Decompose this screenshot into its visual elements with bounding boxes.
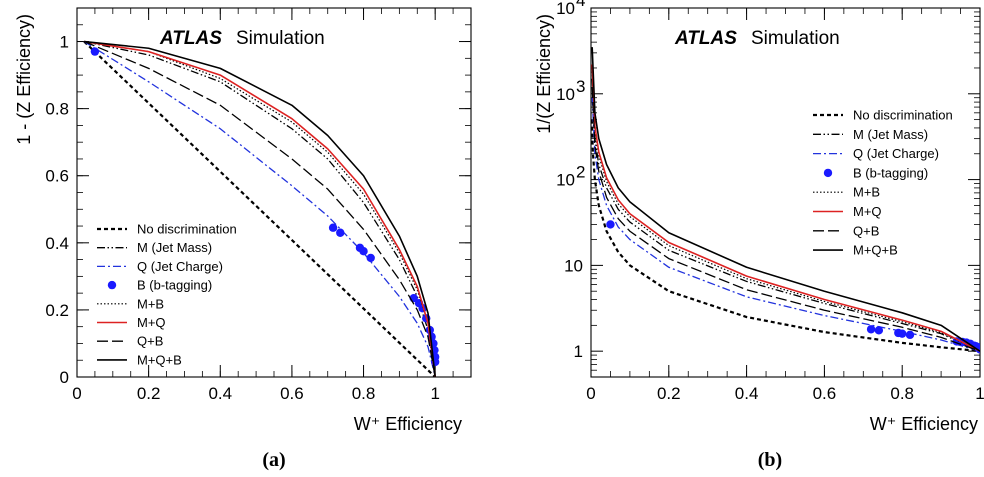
legend: No discrimination M (Jet Mass) Q (Jet Char… <box>813 108 953 258</box>
x-tick-label: 0.8 <box>352 384 376 403</box>
y-tick-exponent: 2 <box>576 163 585 182</box>
y-tick-label: 10 <box>556 0 575 18</box>
legend-label-qb: Q+B <box>137 334 163 349</box>
y-tick-label: 0.4 <box>45 234 69 253</box>
y-tick-label: 1 <box>60 33 69 52</box>
y-tick-exponent: 4 <box>576 0 585 10</box>
legend-label-b: B (b-tagging) <box>853 165 928 180</box>
atlas-simulation-label: Simulation <box>751 28 840 49</box>
x-tick-label: 0 <box>72 384 81 403</box>
x-tick-label: 0.2 <box>657 384 681 403</box>
legend-label-m: M (Jet Mass) <box>137 240 212 255</box>
series-b-marker <box>328 223 338 232</box>
series-none-line <box>591 119 980 353</box>
series-qb-line <box>83 40 436 377</box>
y-tick-label: 1 <box>574 342 583 361</box>
legend-label-q: Q (Jet Charge) <box>853 146 939 161</box>
x-tick-label: 0.2 <box>137 384 161 403</box>
series-group <box>83 40 440 377</box>
y-tick-label: 0.6 <box>45 167 69 186</box>
series-mb-line <box>591 67 980 352</box>
x-tick-label: 0.6 <box>280 384 304 403</box>
y-tick-label: 0 <box>60 368 69 387</box>
legend-label-mb: M+B <box>853 185 880 200</box>
series-b-marker <box>874 326 884 335</box>
series-b-marker <box>898 329 907 338</box>
y-tick-label: 10 <box>556 171 575 190</box>
legend-label-mqb: M+Q+B <box>137 352 182 367</box>
legend-label-q: Q (Jet Charge) <box>137 259 223 274</box>
x-tick-label: 1 <box>430 384 439 403</box>
y-tick-label: 10 <box>556 85 575 104</box>
series-m-line <box>84 40 436 377</box>
series-b-marker <box>905 330 915 340</box>
x-tick-label: 0.8 <box>890 384 914 403</box>
y-tick-label: 0.2 <box>45 301 69 320</box>
series-mqb-line <box>591 47 980 352</box>
y-axis-title: 1/(Z Efficiency) <box>534 14 554 134</box>
legend-marker-b <box>823 168 833 178</box>
series-mqb-line <box>84 40 436 377</box>
legend-label-m: M (Jet Mass) <box>853 127 928 142</box>
series-b-marker <box>359 247 368 256</box>
legend-label-none: No discrimination <box>853 108 953 123</box>
x-tick-label: 0 <box>586 384 595 403</box>
panel-a-chart: 0 0.2 0.4 0.6 0.8 1 0 0.2 0.4 0.6 0.8 1 No discrimin… <box>14 7 472 471</box>
legend-label-mb: M+B <box>137 296 164 311</box>
series-b-marker <box>366 253 375 263</box>
x-axis-title: W⁺ Efficiency <box>354 414 462 434</box>
legend-marker-b <box>107 280 117 290</box>
legend-label-none: No discrimination <box>137 222 237 237</box>
atlas-label: ATLAS <box>159 28 222 49</box>
series-q-line <box>83 40 436 377</box>
atlas-label: ATLAS <box>674 28 737 49</box>
x-tick-label: 0.4 <box>208 384 232 403</box>
x-tick-label: 0.4 <box>735 384 759 403</box>
series-mq-line <box>84 40 436 377</box>
plot-frame <box>590 7 981 378</box>
panel-label: (b) <box>758 449 782 471</box>
y-axis: 0 0.2 0.4 0.6 0.8 1 <box>45 7 471 387</box>
series-mq-line <box>591 64 980 352</box>
legend-label-mq: M+Q <box>137 315 166 330</box>
series-b-marker <box>866 325 876 334</box>
series-b-marker <box>90 47 100 56</box>
x-axis-title: W⁺ Efficiency <box>870 414 978 434</box>
legend-label-qb: Q+B <box>853 223 879 238</box>
legend-label-mqb: M+Q+B <box>853 243 898 258</box>
series-qb-line <box>591 86 980 352</box>
x-axis: 0 0.2 0.4 0.6 0.8 1 <box>586 8 984 403</box>
legend: No discrimination M (Jet Mass) Q (Jet Char… <box>97 222 237 367</box>
series-m-line <box>591 78 980 352</box>
x-tick-label: 0.6 <box>813 384 837 403</box>
legend-label-b: B (b-tagging) <box>137 278 212 293</box>
series-none-line <box>83 40 436 377</box>
series-b-marker <box>606 220 615 229</box>
series-b-marker <box>336 228 345 237</box>
x-tick-label: 1 <box>975 384 984 403</box>
y-tick-exponent: 3 <box>576 77 585 96</box>
series-group <box>591 47 980 354</box>
legend-label-mq: M+Q <box>853 204 882 219</box>
y-tick-label: 10 <box>564 256 583 275</box>
y-tick-label: 0.8 <box>45 100 69 119</box>
atlas-simulation-label: Simulation <box>236 28 325 49</box>
x-axis: 0 0.2 0.4 0.6 0.8 1 <box>72 8 472 403</box>
y-axis-title: 1 - (Z Efficiency) <box>14 14 34 145</box>
panel-label: (a) <box>262 449 285 471</box>
